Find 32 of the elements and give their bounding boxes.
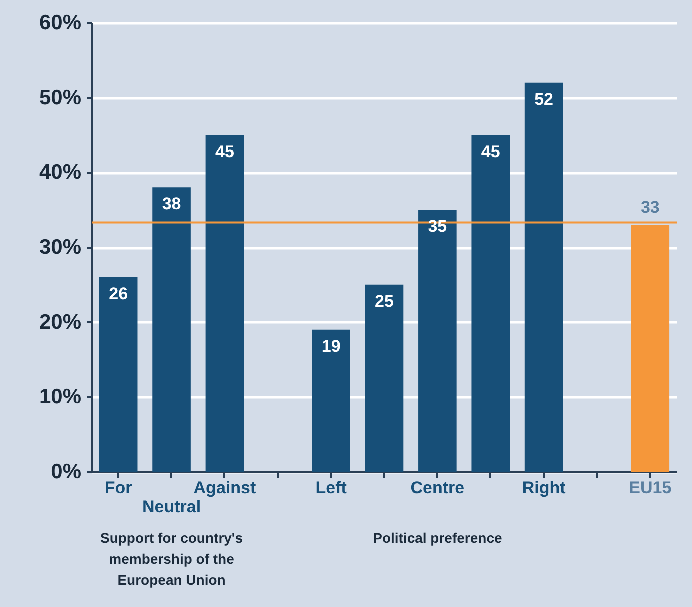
y-tick-label: 60% xyxy=(39,12,82,34)
data-label: 38 xyxy=(162,194,182,214)
bar xyxy=(524,82,564,472)
bar xyxy=(365,284,404,472)
text: Political preference xyxy=(373,530,502,546)
text: Support for country's membership of the European Union xyxy=(100,530,244,588)
bar xyxy=(152,188,191,472)
data-label: 45 xyxy=(481,142,500,162)
y-tick-label: 40% xyxy=(39,161,82,184)
x-tick-label: Against xyxy=(194,478,256,498)
y-tick-label: 50% xyxy=(39,86,82,110)
data-label: 45 xyxy=(215,142,234,162)
x-tick-label: EU15 xyxy=(629,478,672,498)
y-tick-label: 20% xyxy=(39,310,82,334)
x-tick-label: Neutral xyxy=(142,498,202,516)
x-tick-label: Left xyxy=(316,478,348,498)
x-tick-label: Centre xyxy=(410,478,465,498)
bar xyxy=(99,277,138,472)
bar xyxy=(418,210,457,472)
y-tick-label: 10% xyxy=(39,386,82,409)
y-tick-label: 30% xyxy=(39,236,82,259)
y-tick-label: 0% xyxy=(51,460,82,484)
bar xyxy=(312,330,350,472)
data-label: 19 xyxy=(322,336,341,356)
data-label: 26 xyxy=(109,284,128,304)
bar xyxy=(206,135,244,472)
data-label: 52 xyxy=(534,90,554,109)
x-tick-label: For xyxy=(104,478,133,498)
bar xyxy=(472,135,510,472)
x-tick-label: Right xyxy=(522,478,566,498)
data-label: 33 xyxy=(640,198,660,218)
data-label: 25 xyxy=(375,292,394,311)
